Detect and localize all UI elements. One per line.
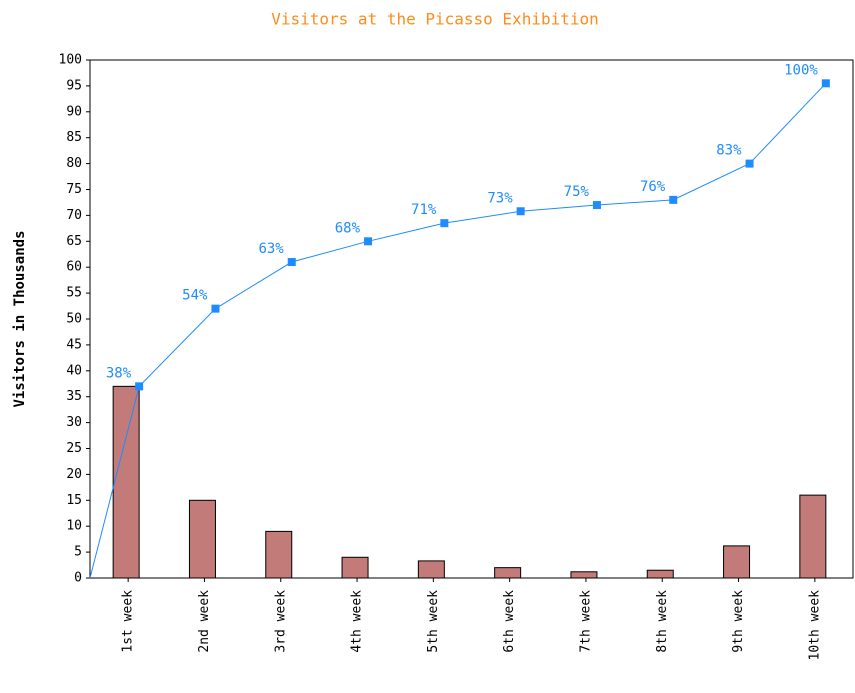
y-tick-label: 95 (66, 78, 82, 93)
x-tick-label: 4th week (350, 590, 365, 653)
bar (494, 567, 522, 579)
line-point (745, 159, 754, 168)
line-point (592, 201, 601, 210)
y-tick-label: 55 (66, 286, 82, 301)
line-origin-segment (89, 386, 140, 579)
point-label: 73% (487, 190, 513, 206)
bar (570, 571, 598, 579)
bar (188, 499, 216, 579)
y-tick-label: 0 (74, 571, 82, 586)
y-tick-label: 100 (59, 53, 82, 68)
y-tick-label: 70 (66, 208, 82, 223)
y-tick-label: 45 (66, 337, 82, 352)
bar (112, 385, 140, 579)
bar (265, 530, 293, 579)
point-label: 83% (716, 143, 742, 159)
bar (417, 560, 445, 579)
y-tick-label: 15 (66, 493, 82, 508)
x-tick-label: 1st week (121, 590, 136, 653)
y-axis-label: Visitors in Thousands (12, 230, 28, 407)
bar (341, 556, 369, 579)
point-label: 75% (564, 184, 590, 200)
point-label: 71% (411, 202, 437, 218)
bar (723, 545, 751, 579)
line-point (821, 79, 830, 88)
line-point (516, 207, 525, 216)
y-tick-label: 75 (66, 182, 82, 197)
x-tick-label: 10th week (807, 590, 822, 661)
y-tick-label: 80 (66, 156, 82, 171)
point-label: 54% (182, 288, 208, 304)
line-point (211, 304, 220, 313)
y-tick-label: 5 (74, 545, 82, 560)
y-tick-label: 10 (66, 519, 82, 534)
y-tick-label: 25 (66, 441, 82, 456)
point-label: 68% (335, 220, 361, 236)
y-tick-label: 85 (66, 130, 82, 145)
line-point (440, 219, 449, 228)
point-label: 38% (106, 365, 132, 381)
x-tick-label: 2nd week (197, 590, 212, 653)
y-tick-label: 35 (66, 389, 82, 404)
x-tick-label: 8th week (655, 590, 670, 653)
y-tick-label: 65 (66, 234, 82, 249)
bar (799, 494, 827, 579)
y-tick-label: 60 (66, 260, 82, 275)
y-tick-label: 40 (66, 363, 82, 378)
chart-title: Visitors at the Picasso Exhibition (271, 10, 599, 29)
x-tick-label: 5th week (426, 590, 441, 653)
x-tick-label: 6th week (502, 590, 517, 653)
y-tick-label: 20 (66, 467, 82, 482)
y-tick-label: 50 (66, 312, 82, 327)
x-tick-label: 9th week (731, 590, 746, 653)
point-label: 63% (258, 241, 284, 257)
point-label: 100% (784, 62, 818, 78)
point-label: 76% (640, 179, 666, 195)
line-point (135, 382, 144, 391)
line-point (669, 195, 678, 204)
y-tick-label: 90 (66, 104, 82, 119)
y-tick-label: 30 (66, 415, 82, 430)
line-point (364, 237, 373, 246)
line (138, 82, 827, 387)
x-tick-label: 3rd week (273, 590, 288, 653)
x-tick-label: 7th week (578, 590, 593, 653)
bar (646, 569, 674, 579)
line-point (287, 258, 296, 267)
